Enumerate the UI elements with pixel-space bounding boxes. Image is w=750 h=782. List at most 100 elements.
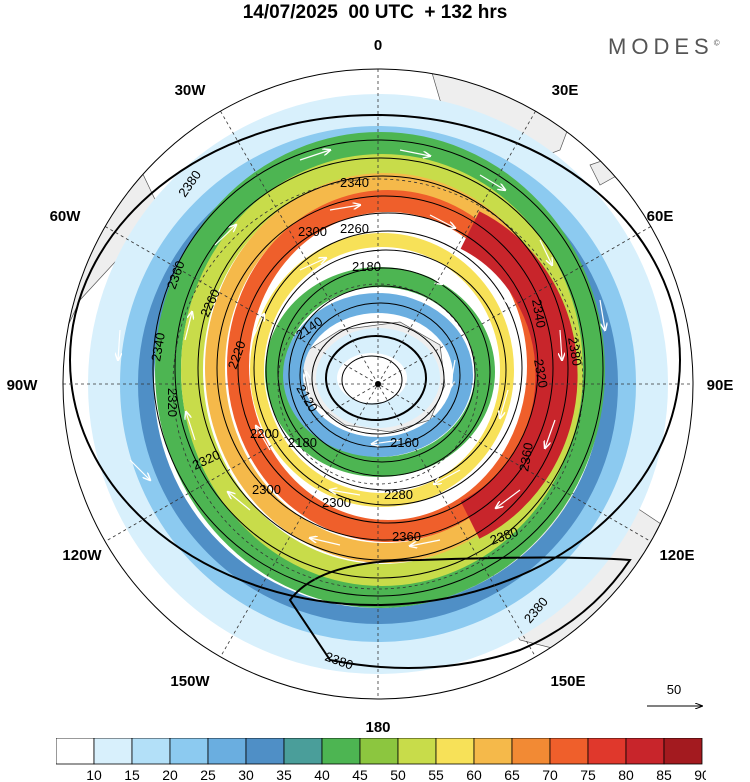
lon-label-90w: 90W bbox=[7, 377, 39, 394]
contour-2120 bbox=[341, 355, 403, 405]
wind-arrow bbox=[251, 314, 264, 341]
contour-label: 2320 bbox=[165, 388, 180, 417]
colorbar-tick-label: 45 bbox=[352, 767, 368, 782]
wind-arrow bbox=[560, 329, 562, 360]
wind-arrow bbox=[299, 150, 330, 161]
colorbar-box bbox=[663, 738, 703, 765]
colorbar-box bbox=[93, 738, 133, 765]
contour-2300 bbox=[216, 195, 554, 541]
contour-label: 2340 bbox=[148, 331, 168, 362]
lon-label-90e: 90E bbox=[707, 377, 734, 394]
colorbar-box bbox=[549, 738, 589, 765]
contour-2220 bbox=[277, 267, 491, 477]
colorbar-box bbox=[321, 738, 361, 765]
colorbar-tick-label: 30 bbox=[238, 767, 254, 782]
longitude-labels: 0 30E 60E 90E 120E 150E 180 150W 120W 90… bbox=[7, 37, 734, 735]
colorbar-tick-label: 90 bbox=[694, 767, 706, 782]
lon-label-60e: 60E bbox=[647, 208, 674, 225]
colorbar-box bbox=[625, 738, 665, 765]
contour-label: 2180 bbox=[352, 259, 381, 274]
contour-2260 bbox=[253, 230, 523, 506]
wind-arrow bbox=[399, 149, 430, 156]
shade-band-inner-45 bbox=[265, 267, 495, 477]
colorbar-box bbox=[245, 738, 285, 765]
shade-band-45 bbox=[155, 132, 605, 608]
colorbar-boxes bbox=[56, 738, 703, 765]
colorbar-box bbox=[435, 738, 475, 765]
contour-label: 2300 bbox=[252, 482, 281, 497]
wind-arrow bbox=[329, 205, 360, 211]
contour-2380-outer bbox=[69, 114, 681, 606]
wind-arrow bbox=[118, 329, 120, 360]
colorbar-tick-label: 20 bbox=[162, 767, 178, 782]
colorbar-tick-label: 65 bbox=[504, 767, 520, 782]
wind-arrow bbox=[330, 490, 361, 496]
contour-label: 2380 bbox=[565, 336, 585, 367]
contour-label: 2360 bbox=[392, 529, 421, 544]
map-boundary bbox=[62, 68, 694, 700]
contour-2200 bbox=[288, 285, 476, 463]
wind-arrow bbox=[599, 299, 605, 330]
wind-arrow bbox=[500, 389, 509, 418]
colorbar-box bbox=[207, 738, 247, 765]
contour-label: 2320 bbox=[531, 358, 551, 389]
colorbar: 10 15 20 25 30 35 40 45 50 55 60 65 70 75 80 85 90 bbox=[56, 738, 706, 782]
wind-arrow bbox=[129, 459, 150, 480]
lon-label-60w: 60W bbox=[50, 208, 82, 225]
colorbar-box bbox=[56, 738, 95, 765]
colorbar-tick-label: 35 bbox=[276, 767, 292, 782]
shade-jet-core-85 bbox=[460, 211, 578, 539]
lon-label-180: 180 bbox=[365, 719, 390, 735]
colorbar-tick-label: 10 bbox=[86, 767, 102, 782]
contour-label: 2340 bbox=[529, 298, 549, 329]
wind-arrow bbox=[310, 538, 341, 546]
colorbar-tick-label: 75 bbox=[580, 767, 596, 782]
south-pole-marker bbox=[375, 381, 381, 387]
shade-band-inner-60 bbox=[250, 233, 514, 507]
lon-label-30e: 30E bbox=[552, 82, 579, 99]
wind-arrow bbox=[306, 372, 311, 401]
wind-arrow bbox=[429, 214, 455, 228]
colorbar-tick-label: 80 bbox=[618, 767, 634, 782]
wind-arrow bbox=[256, 426, 271, 451]
colorbar-box bbox=[473, 738, 513, 765]
contour-label: 2280 bbox=[384, 487, 413, 502]
colorbar-box bbox=[359, 738, 399, 765]
colorbar-box bbox=[169, 738, 209, 765]
contour-label: 2300 bbox=[298, 224, 327, 239]
colorbar-box bbox=[283, 738, 323, 765]
shade-core-10 bbox=[337, 353, 407, 403]
lon-label-150w: 150W bbox=[170, 673, 210, 690]
wind-reference-vector: 50 bbox=[647, 682, 702, 706]
lon-label-30w: 30W bbox=[175, 82, 207, 99]
colorbar-ticks: 10 15 20 25 30 35 40 45 50 55 60 65 70 75 80 85 90 bbox=[86, 767, 706, 782]
colorbar-box bbox=[397, 738, 437, 765]
contour-label: 2340 bbox=[340, 175, 369, 190]
contour-label: 2160 bbox=[390, 435, 419, 450]
contour-label: 2300 bbox=[322, 495, 351, 510]
logo-copyright-mark: © bbox=[713, 38, 720, 48]
map-title: 14/07/2025 00 UTC + 132 hrs bbox=[242, 2, 508, 23]
height-contours bbox=[69, 114, 681, 669]
colorbar-tick-label: 25 bbox=[200, 767, 216, 782]
wind-arrow bbox=[499, 279, 510, 305]
colorbar-tick-label: 85 bbox=[656, 767, 672, 782]
wind-arrow bbox=[539, 239, 552, 265]
contour-2140 bbox=[325, 335, 427, 421]
wind-arrow bbox=[450, 359, 456, 388]
wind-arrow bbox=[372, 439, 401, 444]
colorbar-tick-label: 15 bbox=[124, 767, 140, 782]
contour-2340 bbox=[174, 157, 586, 579]
wind-arrow bbox=[496, 489, 521, 508]
colorbar-tick-label: 55 bbox=[428, 767, 444, 782]
contour-2360 bbox=[152, 139, 604, 597]
wind-vectors bbox=[118, 150, 605, 546]
wind-arrow bbox=[186, 412, 196, 441]
modes-logo: MODES© bbox=[608, 34, 720, 60]
colorbar-box bbox=[587, 738, 627, 765]
colorbar-tick-label: 60 bbox=[466, 767, 482, 782]
wind-arrow bbox=[299, 258, 326, 271]
contour-2280 bbox=[237, 212, 539, 524]
wind-arrow bbox=[184, 312, 192, 341]
contour-2240 bbox=[265, 249, 507, 491]
